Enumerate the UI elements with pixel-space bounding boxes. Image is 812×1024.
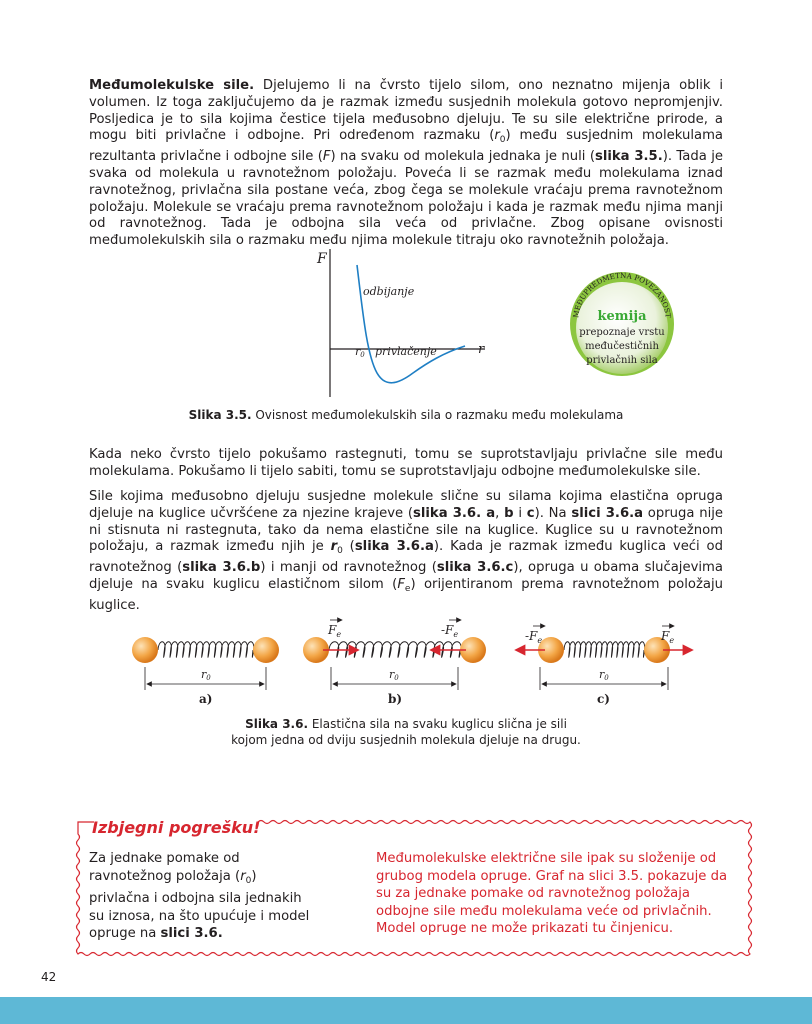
r0-a: r0 [201, 668, 211, 682]
y-axis-label: F [316, 251, 328, 267]
page-number: 42 [41, 970, 57, 984]
x-axis-label: r [478, 342, 485, 357]
paragraph-lead: Međumolekulske sile. [89, 78, 255, 93]
svg-text:međučestičnih: međučestičnih [585, 341, 659, 352]
label-b: b) [388, 692, 402, 706]
spring-figures: r0 a) Fe -Fe r0 b) -Fe Fe r0 c) [132, 617, 694, 706]
r0-c: r0 [599, 668, 609, 682]
figure-ref: slika 3.5. [594, 149, 663, 165]
attraction-label: privlačenje [375, 345, 437, 358]
ball-a-right [253, 637, 279, 663]
r0-b: r0 [389, 668, 399, 682]
ball-b-right [460, 637, 486, 663]
caption-figure-3-6: Slika 3.6. Elastična sila na svaku kugli… [231, 717, 581, 747]
force-label-c-left: -Fe [525, 629, 542, 645]
ball-c-right [644, 637, 670, 663]
r0-label: r0 [355, 345, 365, 359]
paragraph-spring-model: Sile kojima međusobno djeluju susjedne m… [89, 489, 724, 613]
paragraph-stretch-compress: Kada neko čvrsto tijelo pokušamo rastegn… [89, 447, 723, 479]
label-c: c) [597, 692, 610, 706]
svg-text:prepoznaje vrstu: prepoznaje vrstu [579, 327, 665, 338]
caption-figure-3-5: Slika 3.5. Ovisnost međumolekulskih sila… [188, 408, 624, 422]
ball-b-left [303, 637, 329, 663]
warning-left-text: Za jednake pomake od ravnotežnog položaj… [89, 851, 310, 942]
force-label-b-left: Fe [327, 623, 341, 639]
svg-text:privlačnih sila: privlačnih sila [586, 355, 658, 366]
warning-right-text: Međumolekulske električne sile ipak su s… [376, 851, 728, 937]
spring-coil-c [563, 641, 646, 658]
warning-title: Izbjegni pogrešku! [92, 818, 261, 837]
warning-box-border [75, 819, 753, 957]
repulsion-label: odbijanje [363, 285, 415, 298]
ball-c-left [538, 637, 564, 663]
footer-strip [0, 997, 812, 1024]
force-label-b-right: -Fe [441, 623, 458, 639]
ball-a-left [132, 637, 158, 663]
force-distance-graph: F r odbijanje r0 privlačenje [316, 249, 485, 397]
label-a: a) [199, 692, 212, 706]
paragraph-intermolecular-forces: Međumolekulske sile. Djelujemo li na čvr… [89, 78, 724, 249]
chemistry-badge: MEĐUPREDMETNA POVEZANOST kemija prepozna… [570, 271, 674, 376]
spring-coils [157, 641, 646, 658]
force-curve [356, 264, 466, 384]
force-label-c-right: Fe [660, 629, 674, 645]
spring-coil-a [157, 641, 255, 658]
badge-subject: kemija [597, 309, 647, 324]
